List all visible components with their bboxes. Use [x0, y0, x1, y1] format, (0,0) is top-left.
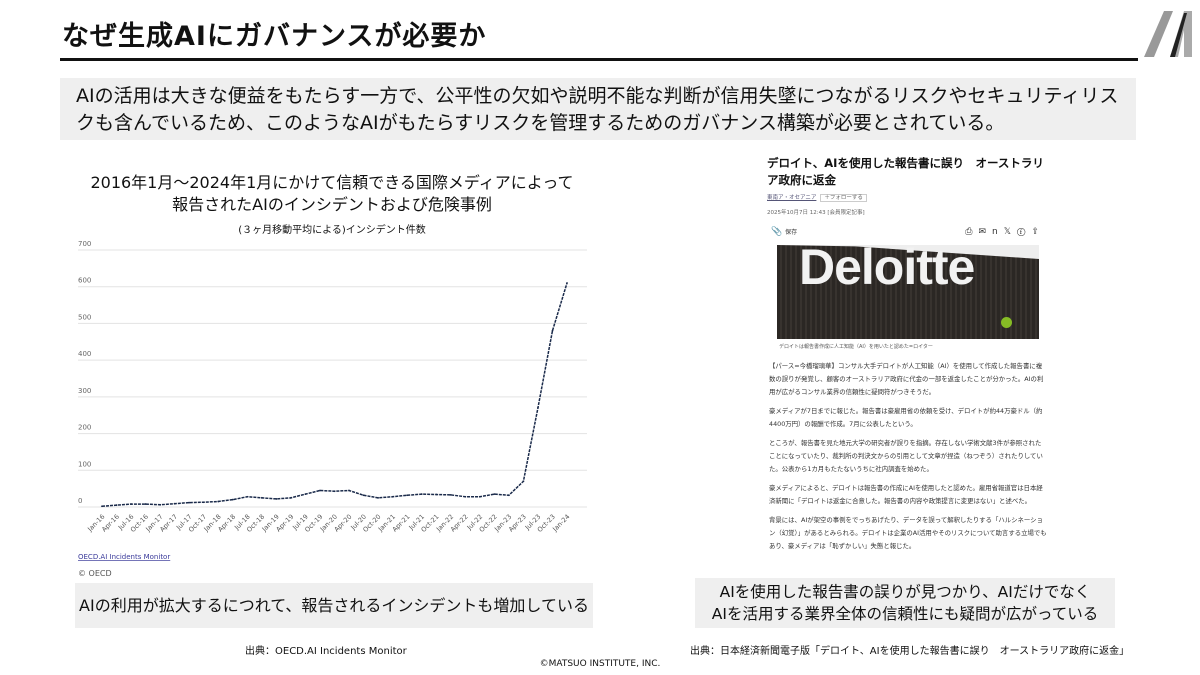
chart-title: 2016年1月～2024年1月にかけて信頼できる国際メディアによって 報告された… [62, 172, 602, 216]
chart-subtitle: (３ヶ月移動平均による)インシデント件数 [238, 225, 426, 236]
save-label: 保存 [785, 229, 798, 236]
save-button[interactable]: 📎 保存 [771, 226, 797, 239]
data-point [566, 282, 568, 284]
copyright: ©MATSUO INSTITUTE, INC. [539, 659, 661, 669]
data-point [377, 496, 379, 499]
data-point [188, 501, 191, 504]
data-point [420, 493, 423, 496]
photo-caption: デロイトは報告書作成に人工知能（AI）を用いたと認めた=ロイター [779, 344, 933, 350]
data-point [522, 480, 525, 483]
slide-title: なぜ生成AIにガバナンスが必要か [62, 21, 487, 52]
data-point [537, 406, 539, 409]
data-point [275, 498, 278, 500]
title-rule [60, 58, 1138, 61]
data-point [319, 489, 321, 492]
matsuo-logo [1144, 11, 1192, 57]
source-right: 出典：日本経済新聞電子版「デロイト、AIを使用した報告書に誤り オーストラリア政… [690, 646, 1130, 657]
article-body: 【パース=今橋瑠璃華】コンサル大手デロイトが人工知能（AI）を使用して作成した報… [763, 360, 1053, 553]
caption-right-line1: AIを使用した報告書の誤りが見つかり、AIだけでなく [719, 583, 1091, 601]
article-headline: デロイト、AIを使用した報告書に誤り オーストラリア政府に返金 [767, 156, 1044, 187]
data-point [304, 493, 307, 496]
y-tick-label: 300 [78, 387, 91, 395]
follow-button[interactable]: ＋フォローする [820, 194, 867, 202]
article-paragraph: 【パース=今橋瑠璃華】コンサル大手デロイトが人工知能（AI）を使用して作成した報… [769, 362, 1044, 396]
oecd-credit: © OECD [78, 569, 112, 578]
caption-right-line2: AIを活用する業界全体の信頼性にも疑問が広がっている [711, 605, 1099, 623]
data-point [159, 503, 162, 506]
y-tick-label: 200 [78, 424, 91, 432]
facebook-icon[interactable]: ⓕ [1017, 227, 1032, 237]
data-point [115, 504, 118, 507]
data-point [246, 495, 249, 498]
data-point [551, 329, 554, 332]
data-point [464, 495, 467, 498]
data-point [130, 503, 132, 505]
paperclip-icon: 📎 [771, 227, 783, 237]
data-point [348, 489, 350, 492]
y-tick-label: 500 [78, 313, 91, 321]
oecd-link[interactable]: OECD.AI Incidents Monitor [78, 553, 170, 561]
article-date: 2025年10月7日 12:43 [会員限定記事] [767, 210, 865, 216]
data-point [101, 505, 103, 508]
deloitte-photo: Deloitte [777, 245, 1039, 339]
share-icon[interactable]: ⇪ [1031, 227, 1045, 237]
x-icon[interactable]: 𝕏 [1003, 227, 1018, 237]
lead-text: AIの活用は大きな便益をもたらす一方で、公平性の欠如や説明不能な判断が信用失墜に… [60, 78, 1136, 140]
data-point [449, 493, 452, 496]
data-point [435, 493, 438, 496]
data-point [493, 493, 496, 496]
y-tick-label: 600 [78, 277, 91, 285]
data-point [231, 498, 234, 501]
chart-title-line1: 2016年1月～2024年1月にかけて信頼できる国際メディアによって [90, 173, 574, 192]
article-paragraph: ところが、報告書を見た地元大学の研究者が誤りを指摘。存在しない学術文献3件が参照… [769, 439, 1043, 473]
print-icon[interactable]: ⎙ [965, 227, 979, 237]
article-paragraph: 豪メディアによると、デロイトは報告書の作成にAIを使用したと認めた。雇用省報道官… [769, 484, 1043, 505]
data-point [507, 494, 510, 497]
incident-line-chart: 0100200300400500600700Jan-16Apr-16Jul-16… [78, 240, 587, 578]
y-tick-label: 700 [78, 240, 91, 248]
article-paragraph: 豪メディアが7日までに報じた。報告書は豪雇用省の依頼を受け、デロイトが約44万豪… [769, 407, 1043, 428]
article-paragraph: 背景には、AIが架空の事例をでっちあげたり、データを誤って解釈したりする「ハルシ… [769, 516, 1047, 550]
data-point [362, 494, 365, 497]
caption-right: AIを使用した報告書の誤りが見つかり、AIだけでなく AIを活用する業界全体の信… [695, 578, 1115, 628]
data-point [202, 501, 205, 504]
caption-left: AIの利用が拡大するにつれて、報告されるインシデントも増加している [75, 583, 593, 628]
data-point [144, 503, 147, 505]
mail-icon[interactable]: ✉ [978, 227, 993, 237]
source-left: 出典：OECD.AI Incidents Monitor [245, 646, 407, 657]
data-point [406, 494, 409, 497]
y-tick-label: 400 [78, 350, 91, 358]
deloitte-sign: Deloitte [799, 245, 975, 295]
data-point [260, 496, 263, 499]
data-point [290, 496, 292, 499]
data-point [217, 500, 220, 503]
data-point [478, 495, 481, 498]
news-article-screenshot: デロイト、AIを使用した報告書に誤り オーストラリア政府に返金 東南ア・オセアニ… [763, 152, 1053, 577]
data-point [391, 495, 394, 498]
data-point [333, 490, 336, 493]
data-point [173, 502, 176, 505]
series-line [101, 282, 568, 508]
chart-title-line2: 報告されたAIのインシデントおよび危険事例 [172, 195, 492, 214]
note-icon[interactable]: n [992, 227, 1004, 237]
category-link[interactable]: 東南ア・オセアニア [767, 195, 817, 201]
y-tick-label: 100 [78, 460, 91, 468]
y-tick-label: 0 [78, 497, 82, 505]
